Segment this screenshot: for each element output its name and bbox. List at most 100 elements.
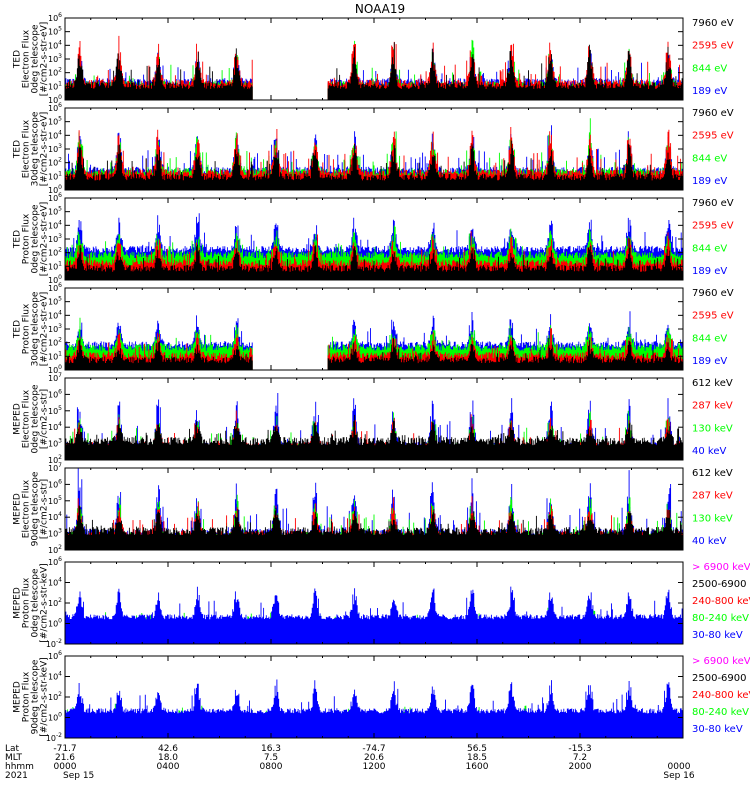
legend-entry: 189 eV (692, 266, 727, 277)
series-trace (65, 140, 683, 190)
legend: > 6900 keV 2500-6900 240-800 keV 80-240 keV… (692, 562, 750, 641)
y-tick-label: 104 (48, 511, 62, 522)
x-tick-label-hhmm: 2000 (569, 762, 592, 772)
y-tick-label: 102 (48, 454, 62, 465)
y-tick-label: 100 (48, 712, 62, 723)
y-tick-label: 107 (48, 462, 62, 473)
legend-entry: 30-80 keV (692, 630, 743, 641)
x-tick-label-hhmm: 1600 (466, 762, 489, 772)
y-tick-label: 10-2 (46, 638, 62, 649)
y-tick-label: 106 (48, 192, 62, 203)
y-tick-label: 102 (48, 67, 62, 78)
y-tick-label: 106 (48, 650, 62, 661)
y-axis-label-line: [#/cm2-s-str] (40, 389, 50, 449)
x-row-label: 2021 (5, 771, 28, 781)
series-trace (65, 42, 683, 100)
legend-entry: 7960 eV (692, 18, 734, 29)
legend-entry: 7960 eV (692, 108, 734, 119)
legend-entry: 189 eV (692, 86, 727, 97)
x-tick-label-date: Sep 16 (663, 771, 695, 781)
legend-entry: 80-240 keV (692, 613, 749, 624)
legend-entry: 2595 eV (692, 131, 734, 142)
legend-entry: 287 keV (692, 401, 733, 412)
x-tick-label-mlt: 18.0 (158, 753, 178, 763)
y-tick-label: 102 (48, 544, 62, 555)
y-axis-label: TED Proton Flux 0deg telescope [#/cm2-s-str… (13, 202, 50, 277)
y-tick-label: 101 (48, 350, 62, 361)
y-axis-label-line: MEPED (13, 403, 23, 435)
y-tick-label: 100 (48, 618, 62, 629)
legend-entry: 80-240 keV (692, 707, 749, 718)
series-trace (65, 238, 683, 280)
y-tick-label: 104 (48, 309, 62, 320)
y-axis-label-line: MEPED (13, 493, 23, 525)
y-tick-label: 106 (48, 478, 62, 489)
y-axis-label-line: 0deg telescope (31, 568, 41, 638)
x-tick-label-date: Sep 15 (63, 771, 94, 781)
y-tick-label: 106 (48, 102, 62, 113)
y-tick-label: 107 (48, 372, 62, 383)
y-axis-label-line: [#/cm2-s-str-eV] (40, 292, 50, 367)
y-tick-label: 10-2 (46, 732, 62, 743)
y-tick-label: 105 (48, 495, 62, 506)
x-row-label: MLT (5, 753, 23, 763)
y-tick-label: 106 (48, 388, 62, 399)
legend: 7960 eV 2595 eV 844 eV 189 eV (692, 18, 734, 97)
y-axis-label-line: Proton Flux (22, 671, 32, 722)
y-tick-label: 102 (48, 247, 62, 258)
legend-entry: 2595 eV (692, 41, 734, 52)
legend-entry: > 6900 keV (692, 656, 750, 667)
x-tick-label-mlt: 20.6 (364, 753, 384, 763)
x-tick-label-mlt: 7.5 (264, 753, 278, 763)
y-tick-label: 100 (48, 364, 62, 375)
x-tick-label-lat: -15.3 (568, 744, 591, 754)
y-tick-label: 101 (48, 80, 62, 91)
x-tick-label-mlt: 18.5 (467, 753, 487, 763)
legend-entry: 40 keV (692, 446, 726, 457)
traces (65, 679, 683, 738)
y-tick-label: 104 (48, 39, 62, 50)
y-tick-label: 105 (48, 26, 62, 37)
legend-entry: 2595 eV (692, 311, 734, 322)
y-tick-label: 105 (48, 206, 62, 217)
x-tick-label-mlt: 21.6 (55, 753, 75, 763)
x-tick-label-lat: 56.5 (467, 744, 487, 754)
traces (65, 586, 683, 644)
legend-entry: 844 eV (692, 243, 727, 254)
y-axis-label-line: TED (13, 50, 23, 69)
x-tick-label-lat: 16.3 (261, 744, 281, 754)
legend: 612 keV 287 keV 130 keV 40 keV (692, 378, 733, 457)
series-trace (65, 414, 683, 460)
y-axis-label-line: MEPED (13, 587, 23, 619)
y-tick-label: 105 (48, 296, 62, 307)
legend-entry: 287 keV (692, 491, 733, 502)
x-tick-label-lat: -74.7 (362, 744, 385, 754)
y-axis-label-line: Electron Flux (22, 119, 32, 178)
series-trace (65, 505, 683, 550)
legend: 7960 eV 2595 eV 844 eV 189 eV (692, 198, 734, 277)
x-tick-label-hhmm: 0000 (54, 762, 77, 772)
y-axis-label-line: Proton Flux (22, 213, 32, 264)
y-tick-label: 103 (48, 233, 62, 244)
y-tick-label: 104 (48, 671, 62, 682)
y-axis-label-line: Electron Flux (22, 29, 32, 88)
y-axis-label-line: [#/cm2-s-str-keV] (40, 563, 50, 642)
traces (65, 311, 683, 370)
legend-entry: 2500-6900 (692, 673, 747, 684)
legend-entry: 2500-6900 (692, 579, 747, 590)
legend-entry: 189 eV (692, 356, 727, 367)
x-row-label: hhmm (5, 762, 34, 772)
legend-entry: 612 keV (692, 468, 733, 479)
legend: 7960 eV 2595 eV 844 eV 189 eV (692, 288, 734, 367)
legend-entry: 7960 eV (692, 198, 734, 209)
y-axis-label-line: [#/cm2-s-str-eV] (40, 22, 50, 97)
y-axis-label-line: [#/cm2-s-str-eV] (40, 112, 50, 187)
y-axis-label-line: Proton Flux (22, 303, 32, 354)
legend: > 6900 keV 2500-6900 240-800 keV 80-240 keV… (692, 656, 750, 735)
y-tick-label: 100 (48, 184, 62, 195)
